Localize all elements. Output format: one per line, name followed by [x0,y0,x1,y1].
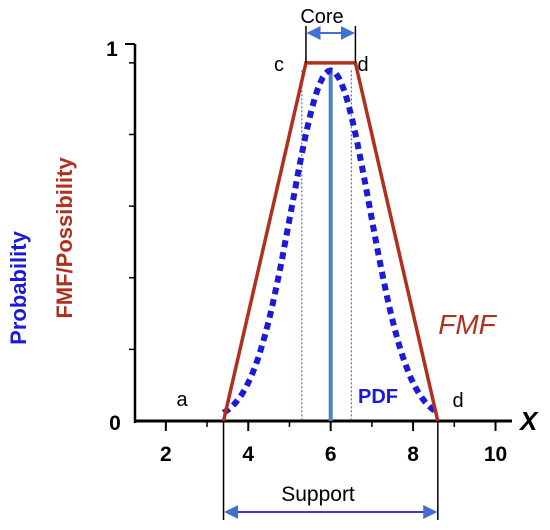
series-fmf-line [221,61,440,422]
y-axis-ticks [125,43,135,351]
core-label: Core [300,6,343,28]
x-tick-label: 2 [160,443,172,466]
annotation-a: a [176,389,188,411]
annotation-d-top: d [357,54,368,76]
x-tick-label: 8 [407,443,419,466]
axes [133,44,512,423]
core-guide-lines [301,70,352,421]
x-tick-label: 4 [242,443,254,466]
annotation-d-bottom: d [452,390,463,412]
x-tick-label: 10 [484,443,507,466]
annotation-c: c [274,54,284,76]
y-axis-label-probability: Probability [6,230,31,344]
support-range-marker [222,421,439,520]
x-tick-label: 6 [325,443,337,466]
core-range-marker [305,26,357,63]
pdf-series-label: PDF [358,386,398,408]
x-axis-ticks [164,421,497,431]
fmf-series-label: FMF [438,309,497,340]
series-pdf-curve [221,67,440,416]
support-label: Support [281,483,355,506]
x-tick-labels: 2 4 6 8 10 [160,443,507,466]
x-axis-label: X [518,406,539,436]
y-tick-label-1: 1 [106,38,118,61]
y-axis-label-possibility: FMF/Possibility [52,157,77,319]
y-tick-label-0: 0 [109,412,121,435]
